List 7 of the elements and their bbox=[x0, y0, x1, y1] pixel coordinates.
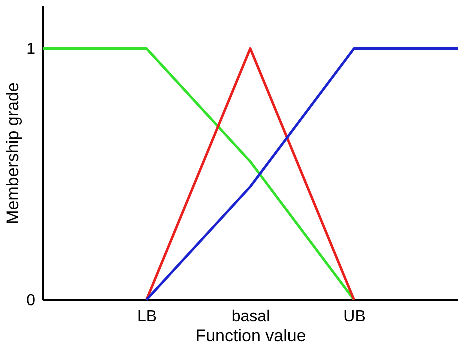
x-tick-label: LB bbox=[137, 308, 158, 326]
y-axis-title: Membership grade bbox=[4, 82, 23, 224]
x-tick-label: basal bbox=[232, 308, 270, 326]
x-axis-title: Function value bbox=[196, 326, 306, 346]
y-tick-label: 1 bbox=[26, 41, 36, 58]
x-tick-label: UB bbox=[344, 308, 366, 326]
y-tick-label: 0 bbox=[26, 292, 36, 310]
